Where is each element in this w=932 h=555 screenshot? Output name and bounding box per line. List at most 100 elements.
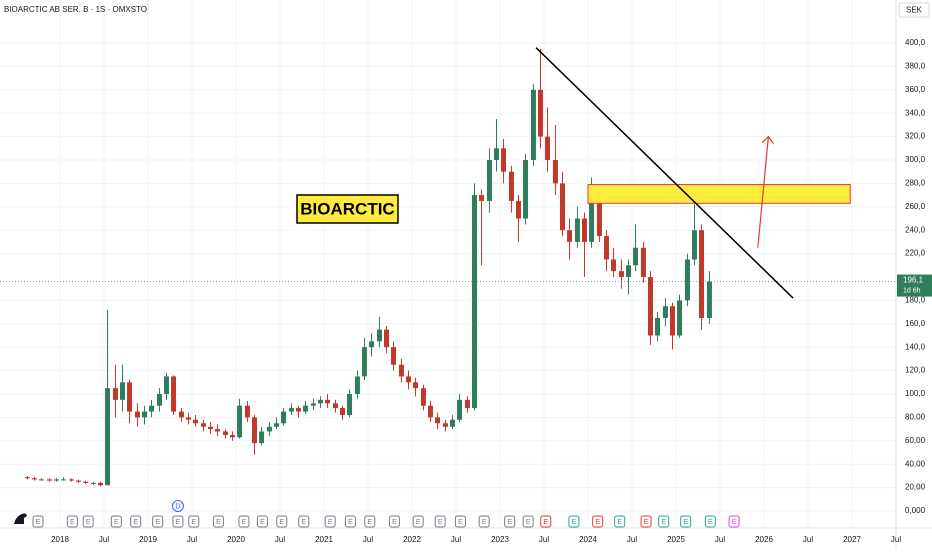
earnings-label: E — [328, 519, 333, 526]
earnings-label: E — [507, 519, 512, 526]
x-tick-label: Jul — [715, 535, 725, 544]
earnings-label: E — [301, 519, 306, 526]
candle-body — [471, 195, 477, 409]
candle-body — [310, 403, 316, 406]
candle-body — [171, 376, 177, 412]
earnings-label: E — [617, 519, 622, 526]
candles — [24, 48, 712, 487]
earnings-marker — [276, 515, 288, 528]
earnings-marker — [324, 515, 336, 528]
resistance-zone — [587, 184, 851, 204]
y-tick-label: 20,00 — [905, 483, 926, 492]
earnings-marker — [256, 515, 268, 528]
candle-body — [112, 388, 118, 400]
y-tick-label: 380,0 — [905, 62, 926, 71]
candle-body — [523, 160, 529, 219]
earnings-marker — [540, 515, 552, 528]
candle-body — [442, 423, 448, 427]
candle-body — [640, 247, 646, 277]
earnings-marker — [388, 515, 400, 528]
candle-body — [383, 329, 389, 348]
candle-body — [669, 306, 675, 336]
candle-body — [105, 388, 111, 486]
candle-body — [398, 364, 404, 377]
earnings-label: E — [438, 519, 443, 526]
candle-body — [68, 479, 74, 481]
candle-body — [574, 218, 580, 242]
candle-body — [237, 405, 243, 438]
candle-body — [273, 423, 279, 427]
candle-body — [90, 482, 96, 484]
earnings-label: E — [572, 519, 577, 526]
candle-body — [552, 160, 558, 184]
candle-body — [244, 405, 250, 418]
earnings-label: E — [36, 519, 41, 526]
earnings-marker — [82, 515, 94, 528]
earnings-label: E — [367, 519, 372, 526]
x-tick-label: Jul — [451, 535, 461, 544]
candle-body — [222, 431, 228, 435]
earnings-label: E — [176, 519, 181, 526]
earnings-label: E — [661, 519, 666, 526]
earnings-marker — [172, 515, 184, 528]
candle-body — [185, 417, 191, 420]
earnings-marker — [130, 515, 142, 528]
candle-body — [413, 382, 419, 389]
candle-body — [361, 347, 367, 377]
candle-body — [303, 405, 309, 412]
candle-body — [530, 89, 536, 160]
candle-body — [288, 408, 294, 412]
candle-body — [31, 478, 37, 480]
countdown: 1d 6h — [903, 287, 921, 294]
candle-body — [61, 479, 67, 481]
candle-body — [75, 480, 81, 482]
x-tick-label: Jul — [803, 535, 813, 544]
candle-body — [435, 417, 441, 424]
y-tick-label: 240,0 — [905, 225, 926, 234]
candle-body — [486, 160, 492, 201]
x-tick-label: Jul — [539, 535, 549, 544]
y-tick-label: 400,0 — [905, 38, 926, 47]
candle-body — [699, 230, 705, 318]
y-tick-label: 180,0 — [905, 296, 926, 305]
earnings-marker — [212, 515, 224, 528]
candle-body — [354, 376, 360, 394]
earnings-marker — [454, 515, 466, 528]
earnings-label: E — [279, 519, 284, 526]
chart-title: BIOARCTIC AB SER. B · 1S · OMXSTO — [4, 5, 147, 14]
earnings-marker — [188, 515, 200, 528]
x-tick-label: 2020 — [227, 535, 245, 544]
candle-body — [633, 247, 639, 266]
candle-body — [464, 399, 470, 409]
y-tick-label: 360,0 — [905, 85, 926, 94]
last-price-label: 196,1 — [903, 276, 924, 285]
candle-body — [427, 405, 433, 418]
candle-body — [567, 230, 573, 242]
earnings-marker — [658, 515, 670, 528]
earnings-marker — [568, 515, 580, 528]
earnings-label: E — [458, 519, 463, 526]
candle-body — [457, 399, 463, 420]
earnings-label: E — [133, 519, 138, 526]
candle-body — [677, 300, 683, 336]
candle-body — [24, 477, 30, 479]
candle-body — [149, 405, 155, 412]
arrow-head — [761, 135, 774, 144]
earnings-label: E — [732, 519, 737, 526]
candle-body — [545, 136, 551, 160]
candle-body — [46, 479, 52, 481]
y-tick-label: 320,0 — [905, 132, 926, 141]
x-tick-label: 2019 — [139, 535, 157, 544]
earnings-marker — [412, 515, 424, 528]
earnings-marker — [238, 515, 250, 528]
candle-body — [501, 148, 507, 172]
candle-body — [207, 426, 213, 430]
arrow — [757, 136, 769, 248]
earnings-label: E — [543, 519, 548, 526]
x-tick-label: 2021 — [315, 535, 333, 544]
candle-body — [420, 388, 426, 406]
x-tick-label: 2018 — [51, 535, 69, 544]
y-tick-label: 80,00 — [905, 413, 926, 422]
earnings-label: E — [416, 519, 421, 526]
